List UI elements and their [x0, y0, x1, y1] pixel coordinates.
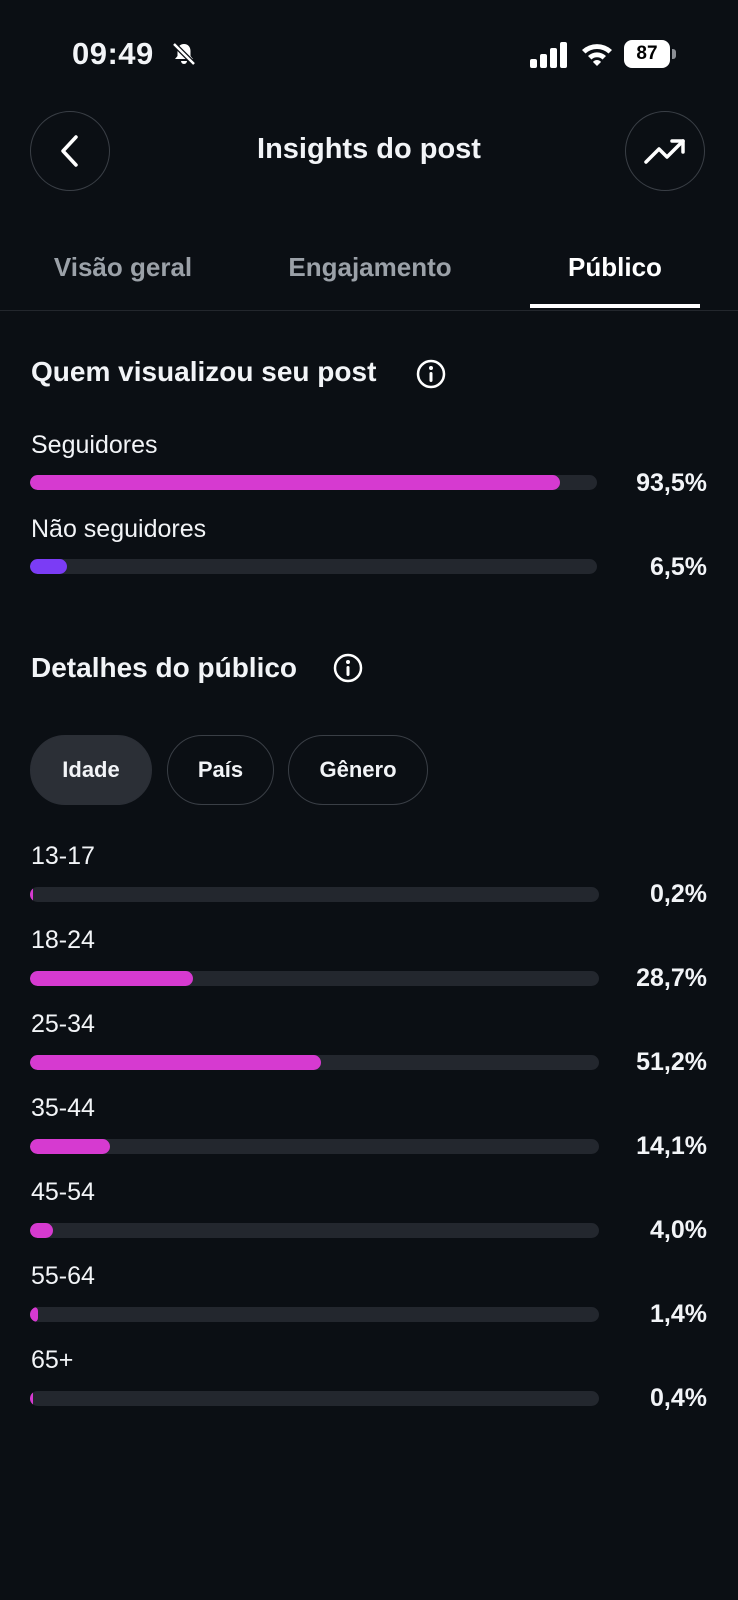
trends-button[interactable] — [625, 111, 705, 191]
age-label: 65+ — [31, 1346, 74, 1374]
age-percentage: 0,4% — [650, 1384, 707, 1412]
viewer-bar-track — [30, 559, 597, 574]
age-label: 55-64 — [31, 1262, 95, 1290]
age-bar-track — [30, 1391, 599, 1406]
viewer-bar-track — [30, 475, 597, 490]
battery-level: 87 — [624, 40, 670, 68]
age-percentage: 14,1% — [636, 1132, 707, 1160]
audience-section-title: Detalhes do público — [31, 652, 298, 683]
age-bar-track — [30, 1139, 599, 1154]
age-bar-fill — [30, 971, 194, 986]
age-bar-track — [30, 887, 599, 902]
age-percentage: 4,0% — [650, 1216, 707, 1244]
tab-overview[interactable]: Visão geral — [53, 252, 193, 282]
age-percentage: 1,4% — [650, 1300, 707, 1328]
status-time: 09:49 — [72, 36, 154, 71]
age-bar-track — [30, 971, 599, 986]
wifi-icon — [582, 44, 612, 66]
chevron-left-icon — [61, 135, 78, 167]
age-bar-fill — [30, 1391, 33, 1406]
battery-tip — [672, 49, 676, 59]
viewer-percentage: 6,5% — [650, 553, 707, 581]
info-icon[interactable] — [415, 358, 447, 390]
age-percentage: 0,2% — [650, 880, 707, 908]
tab-engagement[interactable]: Engajamento — [288, 252, 452, 282]
chip-country[interactable]: País — [167, 735, 274, 805]
tab-bar: Visão geral Engajamento Público — [0, 240, 738, 311]
tab-audience[interactable]: Público — [568, 252, 662, 282]
age-bar-track — [30, 1055, 599, 1070]
age-bar-track — [30, 1223, 599, 1238]
viewer-label: Seguidores — [31, 431, 158, 459]
age-bar-fill — [30, 1307, 38, 1322]
battery-icon: 87 — [624, 40, 676, 68]
bell-muted-icon — [172, 42, 196, 66]
viewer-bar-fill — [30, 475, 561, 490]
back-button[interactable] — [30, 111, 110, 191]
age-bar-fill — [30, 1223, 53, 1238]
status-bar: 09:49 87 — [0, 0, 738, 100]
age-label: 13-17 — [31, 842, 95, 870]
active-tab-indicator — [530, 304, 700, 308]
age-bar-fill — [30, 1139, 111, 1154]
viewer-percentage: 93,5% — [636, 469, 707, 497]
chip-gender[interactable]: Gênero — [288, 735, 428, 805]
age-label: 18-24 — [31, 926, 95, 954]
page-title: Insights do post — [257, 133, 481, 165]
viewer-bar-fill — [30, 559, 67, 574]
age-percentage: 51,2% — [636, 1048, 707, 1076]
age-bar-fill — [30, 887, 33, 902]
age-bar-fill — [30, 1055, 322, 1070]
chip-age[interactable]: Idade — [30, 735, 152, 805]
age-bar-track — [30, 1307, 599, 1322]
viewer-label: Não seguidores — [31, 515, 207, 543]
trending-up-icon — [644, 139, 685, 164]
age-label: 45-54 — [31, 1178, 95, 1206]
cellular-signal-icon — [530, 42, 567, 68]
age-label: 25-34 — [31, 1010, 95, 1038]
age-label: 35-44 — [31, 1094, 95, 1122]
info-icon[interactable] — [332, 652, 364, 684]
age-percentage: 28,7% — [636, 964, 707, 992]
viewers-section-title: Quem visualizou seu post — [31, 356, 377, 387]
